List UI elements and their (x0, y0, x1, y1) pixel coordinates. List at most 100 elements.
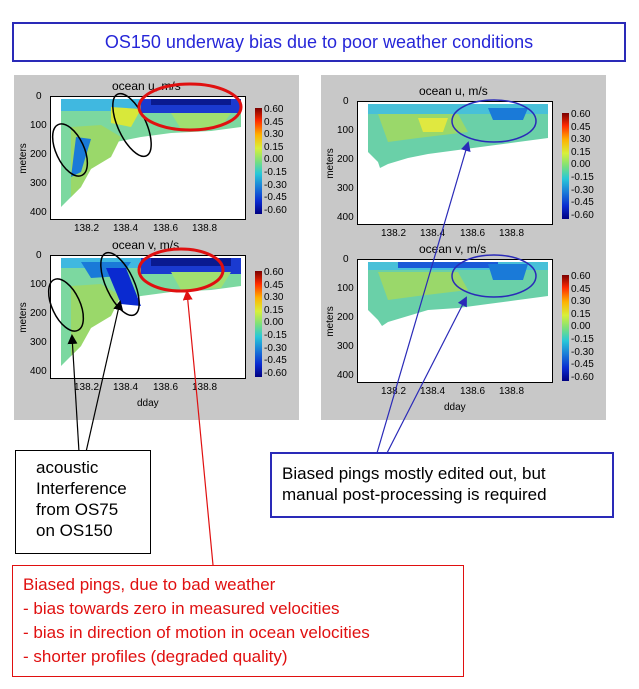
right-v-ytick-3: 300 (337, 341, 354, 352)
left-v-ytick-1: 100 (30, 279, 47, 290)
left-u-xtick-0: 138.2 (74, 223, 100, 234)
right-v-xlabel: dday (444, 402, 466, 413)
edited-line: Biased pings mostly edited out, but (282, 464, 546, 483)
right-u-cb-label: 0.15 (571, 146, 591, 158)
right-u-colorbar (562, 113, 569, 219)
left-u-xtick-1: 138.4 (113, 223, 139, 234)
right-v-cb-label: 0.15 (571, 308, 591, 320)
right-u-cb-label: 0.60 (571, 109, 591, 120)
left-v-cb-label: 0.45 (264, 279, 284, 291)
left-v-xtick-1: 138.4 (113, 382, 139, 393)
right-v-ytick-0: 0 (343, 254, 349, 265)
left-v-colorbar (255, 271, 262, 377)
right-u-colorbar-labels: 0.60 0.45 0.30 0.15 0.00 -0.15 -0.30 -0.… (571, 109, 594, 222)
left-v-cb-label: 0.30 (264, 292, 284, 304)
right-u-ytick-0: 0 (343, 96, 349, 107)
left-u-plot-title: ocean u, m/s (112, 79, 181, 93)
right-u-xtick-0: 138.2 (381, 228, 407, 239)
left-v-xtick-2: 138.6 (153, 382, 179, 393)
left-u-ytick-1: 100 (30, 120, 47, 131)
left-u-colorbar (255, 108, 262, 214)
left-v-heatmap (61, 258, 241, 366)
left-v-xtick-3: 138.8 (192, 382, 218, 393)
right-u-ytick-4: 400 (337, 212, 354, 223)
left-v-plot-title: ocean v, m/s (112, 238, 180, 252)
right-u-cb-label: -0.45 (571, 197, 594, 209)
left-v-cb-label: 0.15 (264, 304, 284, 316)
bad-weather-box: Biased pings, due to bad weather - bias … (12, 565, 464, 677)
right-v-cb-label: -0.45 (571, 359, 594, 371)
right-v-axes (357, 259, 553, 383)
left-u-axes (50, 96, 246, 220)
acoustic-line: acoustic (36, 458, 99, 477)
page-title: OS150 underway bias due to poor weather … (104, 31, 534, 52)
right-v-cb-label: -0.60 (571, 371, 594, 383)
left-v-ytick-4: 400 (30, 366, 47, 377)
left-u-cb-label: 0.00 (264, 154, 284, 166)
left-v-colorbar-labels: 0.60 0.45 0.30 0.15 0.00 -0.15 -0.30 -0.… (264, 267, 287, 380)
bad-weather-line: - bias towards zero in measured velociti… (23, 599, 340, 618)
left-v-cb-label: 0.00 (264, 317, 284, 329)
left-figure-panel: ocean u, m/s meters 0 100 200 300 400 13… (14, 75, 299, 420)
right-v-cb-label: 0.45 (571, 283, 591, 295)
right-v-colorbar-labels: 0.60 0.45 0.30 0.15 0.00 -0.15 -0.30 -0.… (571, 271, 594, 384)
left-u-cb-label: 0.45 (264, 116, 284, 128)
right-v-ytick-1: 100 (337, 283, 354, 294)
right-u-ytick-2: 200 (337, 154, 354, 165)
left-u-ytick-3: 300 (30, 178, 47, 189)
right-u-xtick-3: 138.8 (499, 228, 525, 239)
acoustic-line: Interference (36, 479, 127, 498)
right-u-cb-label: 0.45 (571, 121, 591, 133)
edited-pings-box: Biased pings mostly edited out, but manu… (270, 452, 614, 518)
left-u-cb-label: 0.15 (264, 141, 284, 153)
right-u-xtick-2: 138.6 (460, 228, 486, 239)
right-u-xtick-1: 138.4 (420, 228, 446, 239)
right-figure-panel: ocean u, m/s meters 0 100 200 300 400 13… (321, 75, 606, 420)
right-v-cb-label: 0.60 (571, 271, 591, 282)
left-u-cb-label: -0.30 (264, 179, 287, 191)
right-v-colorbar (562, 275, 569, 381)
bad-weather-line: - bias in direction of motion in ocean v… (23, 623, 370, 642)
left-u-cb-label: 0.60 (264, 104, 284, 115)
right-u-cb-label: 0.30 (571, 134, 591, 146)
left-v-cb-label: -0.30 (264, 342, 287, 354)
left-u-ylabel: meters (17, 143, 29, 174)
bad-weather-line: - shorter profiles (degraded quality) (23, 647, 288, 666)
right-u-plot-title: ocean u, m/s (419, 84, 488, 98)
right-u-cb-label: -0.30 (571, 184, 594, 196)
right-u-heatmap (368, 104, 548, 168)
left-u-cb-label: -0.45 (264, 192, 287, 204)
left-u-ytick-4: 400 (30, 207, 47, 218)
left-v-ytick-0: 0 (36, 250, 42, 261)
left-u-xtick-2: 138.6 (153, 223, 179, 234)
right-u-cb-label: 0.00 (571, 159, 591, 171)
right-u-cb-label: -0.60 (571, 209, 594, 221)
right-u-ytick-3: 300 (337, 183, 354, 194)
bad-weather-line: Biased pings, due to bad weather (23, 575, 276, 594)
title-box: OS150 underway bias due to poor weather … (12, 22, 626, 62)
acoustic-interference-box: acoustic Interference from OS75 on OS150 (15, 450, 151, 554)
acoustic-line: on OS150 (36, 521, 113, 540)
left-u-cb-label: 0.30 (264, 129, 284, 141)
left-u-cb-label: -0.60 (264, 204, 287, 216)
left-v-cb-label: -0.60 (264, 367, 287, 379)
left-v-cb-label: 0.60 (264, 267, 284, 278)
left-u-cb-label: -0.15 (264, 166, 287, 178)
left-v-xtick-0: 138.2 (74, 382, 100, 393)
left-v-cb-label: -0.45 (264, 355, 287, 367)
right-v-cb-label: 0.30 (571, 296, 591, 308)
right-v-ytick-4: 400 (337, 370, 354, 381)
left-u-heatmap (61, 99, 241, 207)
right-v-xtick-0: 138.2 (381, 386, 407, 397)
left-u-ytick-0: 0 (36, 91, 42, 102)
right-u-ytick-1: 100 (337, 125, 354, 136)
left-v-axes (50, 255, 246, 379)
left-u-colorbar-labels: 0.60 0.45 0.30 0.15 0.00 -0.15 -0.30 -0.… (264, 104, 287, 217)
edited-line: manual post-processing is required (282, 485, 547, 504)
acoustic-line: from OS75 (36, 500, 119, 519)
right-u-ylabel: meters (324, 148, 336, 179)
left-v-xlabel: dday (137, 398, 159, 409)
right-v-plot-title: ocean v, m/s (419, 242, 487, 256)
left-u-ytick-2: 200 (30, 149, 47, 160)
left-v-cb-label: -0.15 (264, 329, 287, 341)
